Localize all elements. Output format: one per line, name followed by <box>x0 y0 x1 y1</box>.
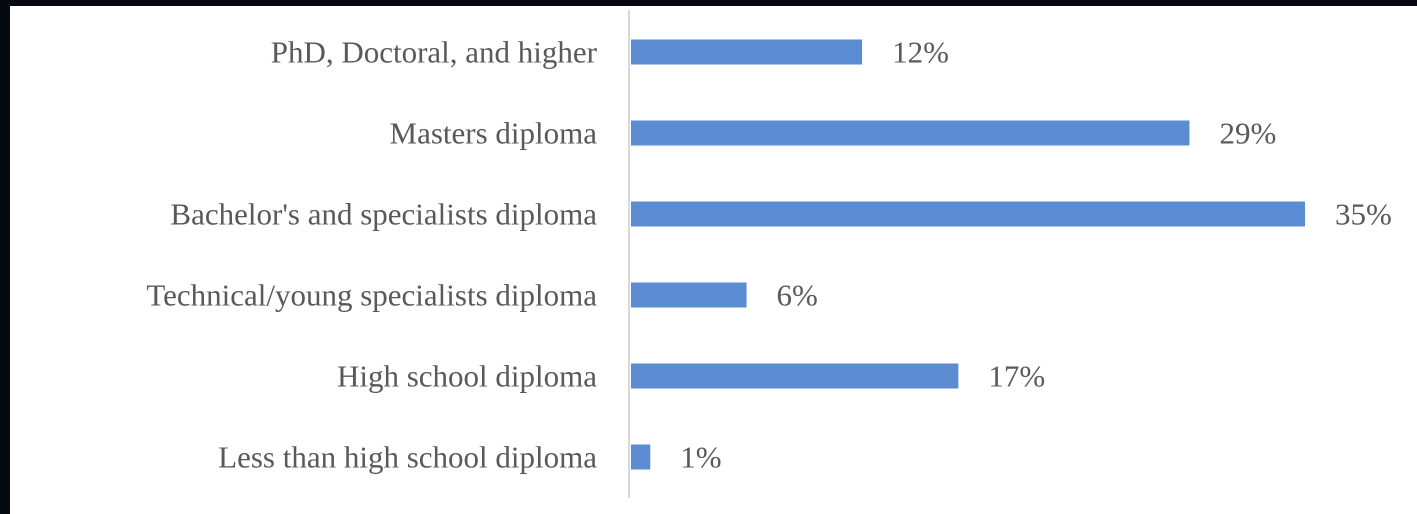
category-label-high-school-diploma: High school diploma <box>337 359 597 394</box>
value-label-high-school-diploma: 17% <box>988 359 1045 394</box>
bar-phd-doctoral-and-higher <box>631 39 863 65</box>
value-label-phd-doctoral-and-higher: 12% <box>892 35 949 70</box>
category-label-technical-young-specialists-diploma: Technical/young specialists diploma <box>146 278 597 313</box>
bar-high-school-diploma <box>631 363 959 389</box>
category-label-masters-diploma: Masters diploma <box>390 116 598 151</box>
bar-less-than-high-school-diploma <box>631 444 651 470</box>
chart-panel: PhD, Doctoral, and higher 12% Masters dipl… <box>10 6 1417 514</box>
bar-technical-young-specialists-diploma <box>631 282 747 308</box>
bar-chart: PhD, Doctoral, and higher 12% Masters dipl… <box>146 10 1392 498</box>
category-label-phd-doctoral-and-higher: PhD, Doctoral, and higher <box>271 35 598 70</box>
value-label-technical-young-specialists-diploma: 6% <box>777 278 818 313</box>
value-label-less-than-high-school-diploma: 1% <box>680 440 721 475</box>
category-label-less-than-high-school-diploma: Less than high school diploma <box>218 440 597 475</box>
category-label-bachelor-s-and-specialists-diploma: Bachelor's and specialists diploma <box>170 197 597 232</box>
value-label-bachelor-s-and-specialists-diploma: 35% <box>1335 197 1392 232</box>
bar-masters-diploma <box>631 120 1190 146</box>
bar-bachelor-s-and-specialists-diploma <box>631 201 1305 227</box>
value-label-masters-diploma: 29% <box>1219 116 1276 151</box>
chart-marks: PhD, Doctoral, and higher 12% Masters dipl… <box>146 35 1392 475</box>
